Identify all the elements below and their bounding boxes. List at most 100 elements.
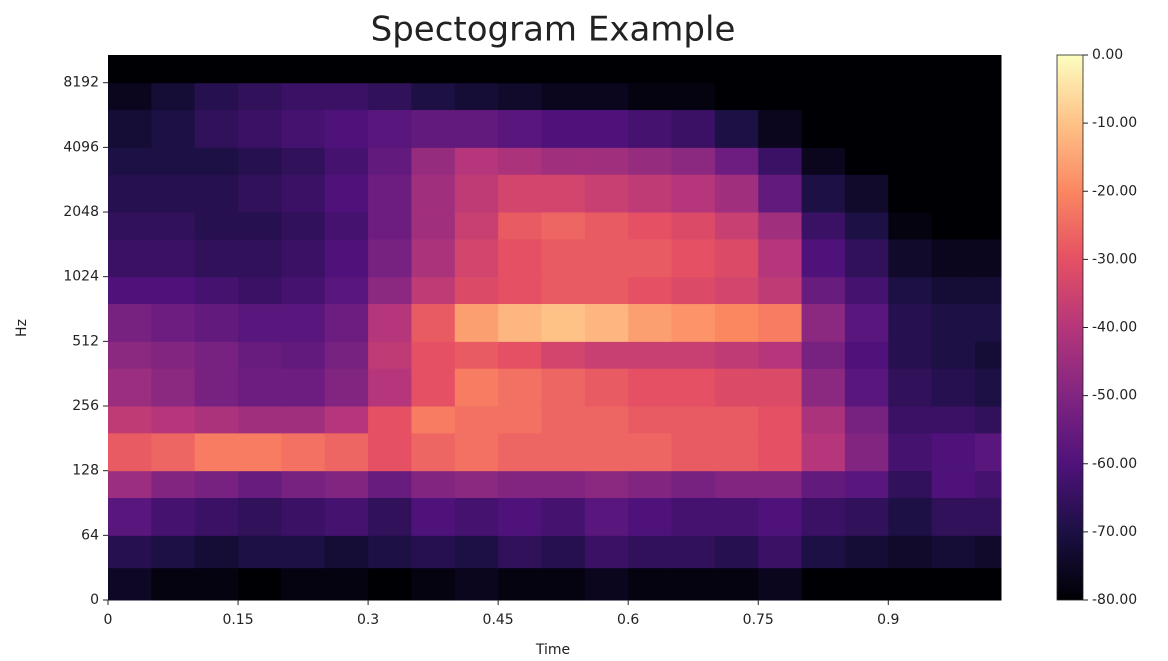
heatmap-cell xyxy=(498,368,542,407)
heatmap-cell xyxy=(324,470,369,499)
heatmap-cell xyxy=(628,303,673,342)
heatmap-cell xyxy=(281,212,326,240)
heatmap-cell xyxy=(801,238,846,278)
heatmap-cell xyxy=(671,109,716,148)
heatmap-cell xyxy=(888,276,933,305)
heatmap-cell xyxy=(541,109,586,148)
heatmap-cell xyxy=(714,174,759,213)
heatmap-cell xyxy=(151,432,196,472)
heatmap-cell xyxy=(324,535,369,569)
heatmap-cell xyxy=(801,341,846,369)
heatmap-cell xyxy=(628,109,673,148)
heatmap-cell xyxy=(411,303,456,342)
heatmap-cell xyxy=(844,109,889,148)
colorbar xyxy=(1056,54,1084,601)
heatmap-cell xyxy=(758,406,803,434)
heatmap-cell xyxy=(238,276,282,305)
heatmap-cell xyxy=(151,55,196,84)
x-tick-label: 0 xyxy=(104,612,113,628)
heatmap-cell xyxy=(844,276,889,305)
heatmap-cell xyxy=(281,470,326,499)
heatmap-cell xyxy=(281,406,326,434)
heatmap-cell xyxy=(454,497,499,536)
heatmap-cell xyxy=(931,341,976,369)
heatmap-cell xyxy=(281,109,326,148)
heatmap-cell xyxy=(368,55,412,84)
heatmap-cell xyxy=(541,470,586,499)
heatmap-cell xyxy=(151,406,196,434)
colorbar-tick-label: -10.00 xyxy=(1092,115,1137,131)
y-tick-label: 2048 xyxy=(63,204,99,220)
heatmap-cell xyxy=(974,55,1002,84)
heatmap-cell xyxy=(801,212,846,240)
heatmap-cell xyxy=(541,147,586,175)
heatmap-cell xyxy=(151,238,196,278)
x-tick-label: 0.9 xyxy=(877,612,899,628)
heatmap-cell xyxy=(671,303,716,342)
heatmap-cell xyxy=(108,341,152,369)
heatmap-cell xyxy=(454,238,499,278)
y-tick-label: 8192 xyxy=(63,75,99,91)
heatmap-cell xyxy=(151,341,196,369)
heatmap-cell xyxy=(844,406,889,434)
heatmap-cell xyxy=(324,368,369,407)
heatmap-cell xyxy=(368,212,412,240)
heatmap-cell xyxy=(238,174,282,213)
heatmap-cell xyxy=(238,432,282,472)
heatmap-cell xyxy=(454,82,499,111)
heatmap-cell xyxy=(498,470,542,499)
heatmap-cell xyxy=(758,276,803,305)
heatmap-cell xyxy=(931,303,976,342)
heatmap-cell xyxy=(931,368,976,407)
heatmap-cell xyxy=(454,109,499,148)
heatmap-cell xyxy=(888,238,933,278)
heatmap-cell xyxy=(801,303,846,342)
heatmap-cell xyxy=(324,497,369,536)
heatmap-cell xyxy=(628,276,673,305)
heatmap-cell xyxy=(801,497,846,536)
heatmap-cell xyxy=(151,535,196,569)
heatmap-cell xyxy=(714,147,759,175)
heatmap-cell xyxy=(541,174,586,213)
heatmap-cell xyxy=(541,406,586,434)
heatmap-cell xyxy=(151,109,196,148)
heatmap-cell xyxy=(368,82,412,111)
heatmap-cell xyxy=(238,55,282,84)
heatmap-cell xyxy=(974,174,1002,213)
heatmap-cell xyxy=(628,174,673,213)
heatmap-cell xyxy=(541,238,586,278)
heatmap-cell xyxy=(714,535,759,569)
heatmap-cell xyxy=(844,303,889,342)
x-tick-label: 0.75 xyxy=(743,612,774,628)
heatmap-cell xyxy=(151,174,196,213)
heatmap-cell xyxy=(281,432,326,472)
heatmap-cell xyxy=(498,567,542,601)
heatmap-cell xyxy=(714,497,759,536)
heatmap-cell xyxy=(888,567,933,601)
heatmap-cell xyxy=(931,109,976,148)
heatmap-cell xyxy=(151,567,196,601)
heatmap-cell xyxy=(844,341,889,369)
heatmap-cell xyxy=(758,535,803,569)
heatmap-cell xyxy=(411,276,456,305)
heatmap-cell xyxy=(801,470,846,499)
heatmap-cell xyxy=(454,567,499,601)
heatmap-cell xyxy=(194,406,239,434)
heatmap-cell xyxy=(108,212,152,240)
heatmap-cell xyxy=(844,212,889,240)
heatmap-cell xyxy=(844,432,889,472)
heatmap-cell xyxy=(541,303,586,342)
heatmap-cell xyxy=(931,212,976,240)
heatmap-cell xyxy=(108,238,152,278)
heatmap-cell xyxy=(281,535,326,569)
heatmap-cell xyxy=(324,341,369,369)
y-tick-label: 64 xyxy=(81,527,99,543)
heatmap-cell xyxy=(584,82,629,111)
heatmap-cell xyxy=(931,567,976,601)
heatmap-cell xyxy=(151,303,196,342)
heatmap-cell xyxy=(454,535,499,569)
heatmap-cell xyxy=(974,303,1002,342)
heatmap-cell xyxy=(108,276,152,305)
heatmap-cell xyxy=(671,470,716,499)
heatmap-cell xyxy=(368,432,412,472)
